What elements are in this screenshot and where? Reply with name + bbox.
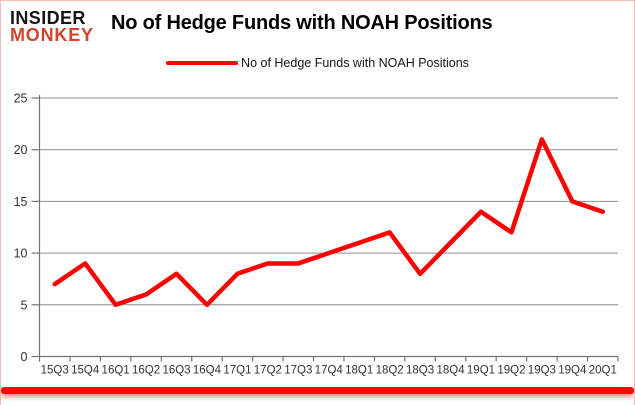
x-tick-label: 15Q3 [41, 365, 69, 377]
x-tick-label: 16Q1 [102, 365, 130, 377]
x-tick-label: 18Q2 [376, 365, 404, 377]
legend-line-swatch [166, 60, 239, 66]
x-tick-label: 19Q4 [558, 365, 587, 377]
x-tick-label: 17Q2 [254, 365, 282, 377]
logo-text-monkey: MONKEY [10, 24, 94, 45]
x-tick-label: 16Q2 [132, 365, 160, 377]
x-tick-label: 19Q2 [497, 365, 525, 377]
x-tick-label: 18Q3 [406, 365, 434, 377]
x-tick-label: 17Q1 [223, 365, 251, 377]
x-tick-label: 19Q3 [528, 365, 556, 377]
series-line [52, 137, 606, 308]
x-tick-label: 19Q1 [467, 365, 495, 377]
x-tick-label: 16Q3 [162, 365, 190, 377]
y-tick-label: 25 [14, 92, 28, 106]
x-tick-label: 18Q1 [345, 365, 373, 377]
y-tick-label: 10 [14, 247, 28, 261]
y-tick-label: 5 [21, 298, 28, 312]
logo-text-insider: INSIDER [10, 8, 86, 28]
y-tick-label: 15 [14, 195, 28, 209]
x-tick-label: 20Q1 [589, 365, 617, 377]
legend-label: No of Hedge Funds with NOAH Positions [241, 56, 469, 70]
y-tick-label: 20 [14, 143, 28, 157]
x-tick-label: 17Q3 [284, 365, 312, 377]
x-tick-label: 18Q4 [436, 365, 465, 377]
insider-monkey-logo: INSIDER MONKEY [10, 8, 94, 45]
brand-red-bar [1, 387, 634, 394]
chart-title: No of Hedge Funds with NOAH Positions [111, 12, 493, 34]
x-tick-label: 17Q4 [315, 365, 344, 377]
legend: No of Hedge Funds with NOAH Positions [1, 55, 634, 71]
y-tick-label: 0 [21, 350, 28, 364]
x-tick-label: 15Q4 [71, 365, 100, 377]
x-tick-label: 16Q4 [193, 365, 222, 377]
